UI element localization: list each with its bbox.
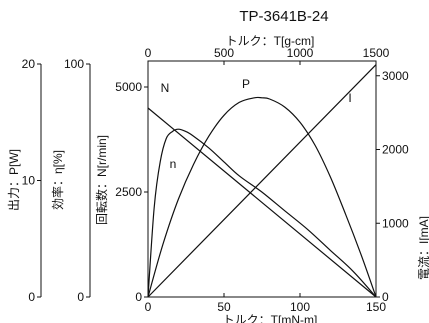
speed-tick-label: 0 <box>135 290 142 304</box>
bottom-axis-label: トルク：T[mN-m] <box>223 313 318 323</box>
top-axis-label: トルク：T[g-cm] <box>226 34 315 48</box>
series-N-label: N <box>161 81 170 95</box>
top-tick-label: 1000 <box>287 46 314 60</box>
power-tick-label: 10 <box>22 174 36 188</box>
series-I-line <box>147 64 377 298</box>
plot-frame <box>147 60 377 298</box>
bottom-tick-label: 50 <box>217 300 231 314</box>
power-axis-label: 出力：P[W] <box>7 149 21 211</box>
top-tick-label: 500 <box>214 46 234 60</box>
speed-axis-label: 回転数：N[r/min] <box>94 135 109 225</box>
series-I-label: I <box>348 91 351 105</box>
series-P-line <box>147 96 377 298</box>
chart-title: TP-3641B-24 <box>239 8 328 25</box>
series-n-line <box>147 128 377 298</box>
efficiency-tick-label: 100 <box>64 57 84 71</box>
speed-tick-label: 5000 <box>115 80 142 94</box>
series-P-label: P <box>242 77 250 91</box>
current-axis-label: 電流：I[mA] <box>417 216 429 280</box>
series-n-label: n <box>170 157 177 171</box>
speed-tick-label: 2500 <box>115 185 142 199</box>
current-tick-label: 2000 <box>382 143 409 157</box>
current-tick-label: 1000 <box>382 216 409 230</box>
current-tick-label: 3000 <box>382 69 409 83</box>
bottom-tick-label: 150 <box>366 300 386 314</box>
bottom-tick-label: 0 <box>145 300 152 314</box>
top-tick-label: 1500 <box>363 46 390 60</box>
power-tick-label: 20 <box>22 57 36 71</box>
current-tick-label: 0 <box>382 290 389 304</box>
efficiency-axis-label: 効率：η[%] <box>50 150 65 210</box>
bottom-tick-label: 100 <box>290 300 310 314</box>
efficiency-tick-label: 0 <box>77 290 84 304</box>
series-N-line <box>147 107 377 298</box>
power-tick-label: 0 <box>28 290 35 304</box>
top-tick-label: 0 <box>145 46 152 60</box>
